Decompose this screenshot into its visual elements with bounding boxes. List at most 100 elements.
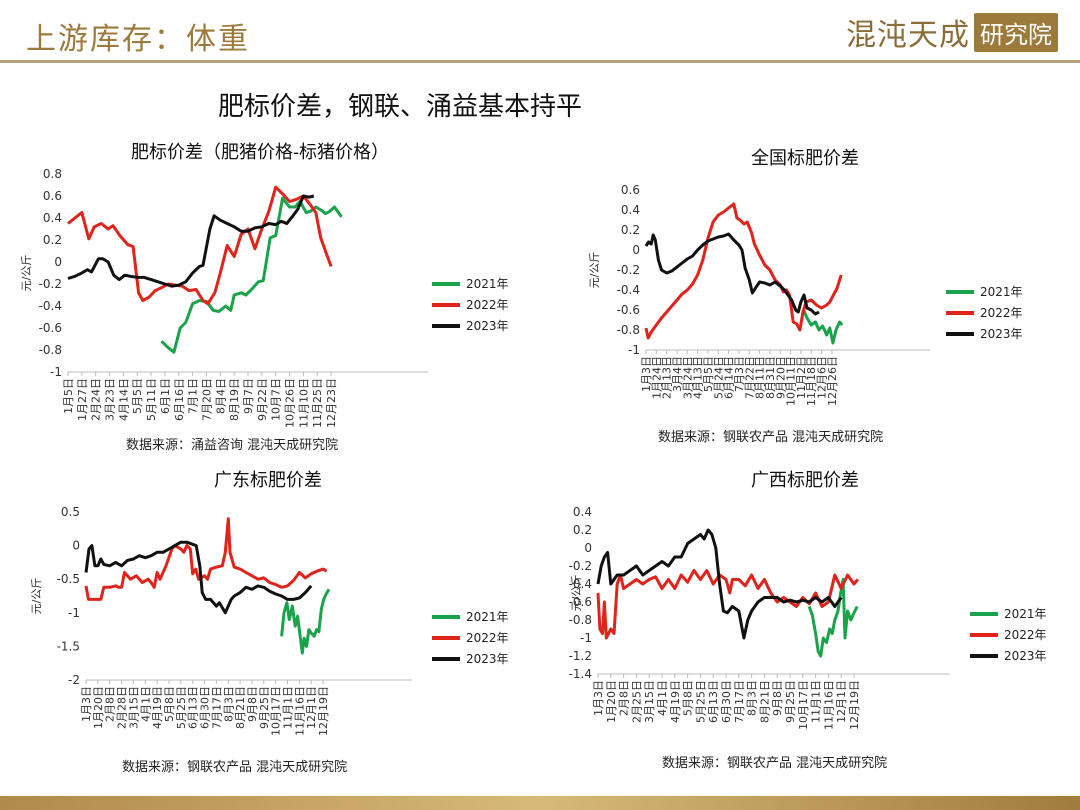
x-tick-label: 2月24日 [90,378,103,421]
y-tick-label: -0.6 [39,321,62,335]
x-tick-label: 2月25日 [630,680,643,723]
source-note-c2: 数据来源：钢联农产品 混沌天成研究院 [658,430,884,445]
x-tick-label: 12月19日 [317,686,330,736]
y-tick-label: 0 [632,243,640,257]
brand-logo: 混沌天成 研究院 [846,12,1058,53]
x-tick-label: 8月21日 [234,686,247,729]
x-tick-label: 8月19日 [228,378,241,421]
x-tick-label: 1月20日 [92,686,105,729]
x-tick-label: 9月22日 [256,378,269,421]
source-note-c3: 数据来源：钢联农产品 混沌天成研究院 [122,760,348,775]
x-tick-label: 4月1日 [139,686,152,722]
legend-label: 2022年 [466,298,509,312]
logo-box-text: 研究院 [974,12,1058,52]
x-tick-label: 5月24日 [712,356,725,399]
y-tick-label: 0 [72,539,80,553]
legend-label: 2022年 [1004,628,1047,642]
y-tick-label: 0.5 [61,505,80,519]
y-tick-label: -0.4 [617,283,640,297]
x-tick-label: 12月26日 [826,356,839,406]
x-tick-label: 4月14日 [117,378,130,421]
y-tick-label: -0.8 [569,613,592,627]
x-tick-label: 10月11日 [785,356,798,406]
x-tick-label: 11月18日 [805,356,818,406]
y-tick-label: 0 [54,255,62,269]
y-tick-label: -1.2 [569,649,592,663]
x-tick-label: 12月1日 [835,680,848,723]
x-tick-label: 9月25日 [258,686,271,729]
legend-label: 2021年 [1004,607,1047,621]
x-tick-label: 2月13日 [661,356,674,399]
series-line-2023年 [596,528,843,640]
x-tick-label: 4月19日 [151,686,164,729]
x-tick-label: 1月24日 [650,356,663,399]
series-line-2022年 [596,569,859,640]
x-tick-label: 7月17日 [210,686,223,729]
x-tick-label: 6月13日 [707,680,720,723]
series-line-2022年 [644,202,843,340]
y-tick-label: -0.8 [617,323,640,337]
x-tick-label: 10月17日 [270,686,283,736]
series-line-2021年 [160,196,343,354]
y-tick-label: -0.2 [569,559,592,573]
x-tick-label: 8月3日 [746,680,759,716]
legend-label: 2022年 [466,631,509,645]
header-divider [0,60,1080,63]
series-line-2023年 [67,194,315,288]
y-tick-label: -0.2 [617,263,640,277]
x-tick-label: 11月16日 [293,686,306,736]
x-tick-label: 8月21日 [758,680,771,723]
y-tick-label: 0.8 [43,167,62,181]
legend-label: 2021年 [466,277,509,291]
legend-label: 2023年 [1004,649,1047,663]
slide-headline: 肥标价差，钢联、涌益基本持平 [217,92,582,122]
x-tick-label: 12月19日 [848,680,861,730]
x-tick-label: 6月30日 [720,680,733,723]
y-tick-label: -0.5 [57,572,80,586]
x-tick-label: 5月25日 [175,686,188,729]
y-tick-label: -1.5 [57,639,80,653]
x-tick-label: 2月8日 [618,680,631,716]
series-line-2023年 [84,540,313,615]
x-tick-label: 5月8日 [682,680,695,716]
x-tick-label: 2月28日 [116,686,129,729]
y-axis-label: 元/公斤 [30,578,43,615]
x-tick-label: 7月20日 [200,378,213,421]
x-tick-label: 1月3日 [592,680,605,716]
chart-title: 广东标肥价差 [214,470,322,491]
y-tick-label: -1 [68,606,80,620]
x-tick-label: 7月1日 [187,378,200,414]
x-tick-label: 7月17日 [733,680,746,723]
x-tick-label: 3月4日 [671,356,684,392]
x-tick-label: 11月16日 [822,680,835,730]
x-tick-label: 5月25日 [694,680,707,723]
legend-label: 2023年 [466,652,509,666]
page-title: 上游库存：体重 [26,22,250,57]
y-tick-label: -0.8 [39,343,62,357]
series-line-2022年 [67,185,333,306]
x-tick-label: 12月23日 [325,378,338,428]
x-tick-label: 9月7日 [242,378,255,414]
x-tick-label: 11月10日 [297,378,310,428]
x-tick-label: 5月5日 [131,378,144,414]
y-tick-label: 0.2 [573,523,592,537]
x-tick-label: 1月3日 [80,686,93,722]
source-note-c4: 数据来源：钢联农产品 混沌天成研究院 [662,756,888,771]
x-tick-label: 6月14日 [723,356,736,399]
x-tick-label: 10月17日 [797,680,810,730]
x-tick-label: 6月30日 [199,686,212,729]
x-tick-label: 8月4日 [214,378,227,414]
x-tick-label: 3月24日 [681,356,694,399]
y-tick-label: -0.6 [569,595,592,609]
footer-bar [0,796,1080,810]
x-tick-label: 5月11日 [145,378,158,421]
y-tick-label: -0.4 [569,577,592,591]
x-tick-label: 10月7日 [270,378,283,421]
x-tick-label: 2月8日 [104,686,117,722]
legend-label: 2023年 [466,319,509,333]
x-tick-label: 11月1日 [282,686,295,729]
legend-label: 2023年 [980,327,1023,341]
y-tick-label: -1.4 [569,667,592,681]
